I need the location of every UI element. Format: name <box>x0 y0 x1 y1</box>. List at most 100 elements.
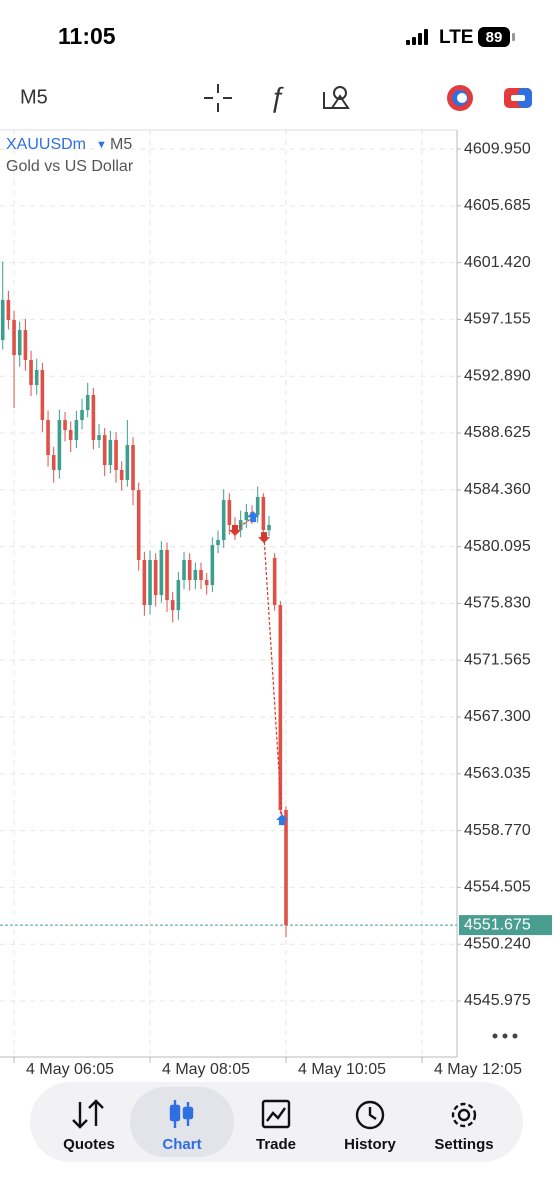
candle-body <box>216 540 220 546</box>
candle-body <box>23 330 28 360</box>
y-tick-label: 4558.770 <box>464 822 531 839</box>
candle-body <box>165 550 169 601</box>
trade-marker <box>229 525 242 537</box>
battery-icon <box>478 27 510 47</box>
y-tick-label: 4563.035 <box>464 765 531 782</box>
y-tick-label: 4550.240 <box>464 935 531 952</box>
y-tick-label: 4545.975 <box>464 992 531 1009</box>
y-tick-label: 4588.625 <box>464 424 531 441</box>
candle-body <box>153 560 158 596</box>
battery-tip <box>512 33 515 41</box>
trade-marker <box>276 814 289 826</box>
more-button[interactable] <box>492 1033 518 1039</box>
crosshair-button[interactable] <box>204 84 232 112</box>
candle-body <box>63 420 67 431</box>
y-tick-label: 4580.095 <box>464 538 531 555</box>
candle-body <box>182 560 186 580</box>
tab-label[interactable]: History <box>344 1136 396 1153</box>
candle-body <box>34 369 39 386</box>
tab-label[interactable]: Quotes <box>63 1136 115 1153</box>
signal-icon <box>406 29 428 45</box>
y-tick-label: 4575.830 <box>464 595 531 612</box>
candle-body <box>97 435 101 441</box>
x-tick-label: 4 May 06:05 <box>26 1061 114 1078</box>
candle-body <box>284 809 288 926</box>
candle-body <box>210 545 215 586</box>
y-tick-label: 4571.565 <box>464 651 531 668</box>
y-tick-label: 4567.300 <box>464 708 531 725</box>
trade-marker <box>258 532 271 544</box>
candle-body <box>131 445 135 491</box>
candle-body <box>85 395 90 411</box>
timeframe-button[interactable]: M5 <box>20 86 48 108</box>
status-network: LTE <box>439 27 473 48</box>
active-tab-highlight <box>130 1087 234 1157</box>
chart-symbol[interactable]: XAUUSDm <box>6 136 86 153</box>
candle-body <box>114 440 118 470</box>
candle-body <box>170 600 175 611</box>
candle-body <box>108 440 113 466</box>
y-tick-label: 4605.685 <box>464 197 531 214</box>
trade-link <box>234 516 254 531</box>
x-tick-label: 4 May 10:05 <box>298 1061 386 1078</box>
candle-body <box>142 560 147 606</box>
trade-toggle-button[interactable] <box>447 85 473 111</box>
chart-icon <box>169 1100 194 1128</box>
y-tick-label: 4584.360 <box>464 481 531 498</box>
candle-body <box>221 500 226 541</box>
candle-body <box>193 569 198 580</box>
candle-body <box>6 300 11 321</box>
one-click-button[interactable] <box>504 88 532 108</box>
candle-body <box>159 550 164 596</box>
trade-link <box>263 537 283 821</box>
candle-body <box>238 520 243 531</box>
candle-body <box>255 497 260 515</box>
candle-body <box>80 410 84 421</box>
candle-body <box>176 579 181 611</box>
candle-body <box>227 500 232 525</box>
candle-body <box>261 497 266 531</box>
candle-body <box>187 560 192 580</box>
candle-body <box>244 512 249 521</box>
candle-body <box>57 420 62 470</box>
symbol-dropdown[interactable]: ▼ <box>96 139 107 151</box>
candle-body <box>125 445 130 480</box>
candle-body <box>51 455 56 470</box>
candle-body <box>40 369 45 421</box>
candle-body <box>278 605 283 810</box>
trade-icon <box>261 1099 291 1129</box>
candle-body <box>29 359 33 386</box>
objects-button[interactable] <box>323 86 350 109</box>
current-price-label: 4551.675 <box>464 916 531 933</box>
status-time: 11:05 <box>58 23 116 49</box>
candle-body <box>46 420 50 456</box>
candle-body <box>199 569 203 580</box>
candle-body <box>102 435 107 466</box>
tab-label[interactable]: Chart <box>162 1136 201 1153</box>
y-tick-label: 4609.950 <box>464 140 531 157</box>
y-tick-label: 4597.155 <box>464 311 531 328</box>
candle-body <box>119 469 124 480</box>
x-tick-label: 4 May 12:05 <box>434 1061 522 1078</box>
trade-marker <box>247 511 260 523</box>
y-tick-label: 4554.505 <box>464 879 531 896</box>
quotes-icon <box>72 1099 104 1129</box>
indicators-button[interactable]: ƒ <box>269 81 285 112</box>
candle-body <box>68 430 73 441</box>
tab-label[interactable]: Trade <box>256 1136 296 1153</box>
history-icon <box>355 1100 385 1130</box>
chart-timeframe: M5 <box>110 136 132 153</box>
x-tick-label: 4 May 08:05 <box>162 1061 250 1078</box>
candle-body <box>17 330 22 356</box>
tab-label[interactable]: Settings <box>434 1136 493 1153</box>
candle-body <box>148 560 152 606</box>
y-tick-label: 4601.420 <box>464 254 531 271</box>
battery-level: 89 <box>486 29 503 46</box>
y-tick-label: 4592.890 <box>464 367 531 384</box>
candle-body <box>272 558 277 606</box>
candle-body <box>12 320 16 356</box>
settings-icon <box>451 1102 477 1128</box>
candle-body <box>91 395 96 441</box>
